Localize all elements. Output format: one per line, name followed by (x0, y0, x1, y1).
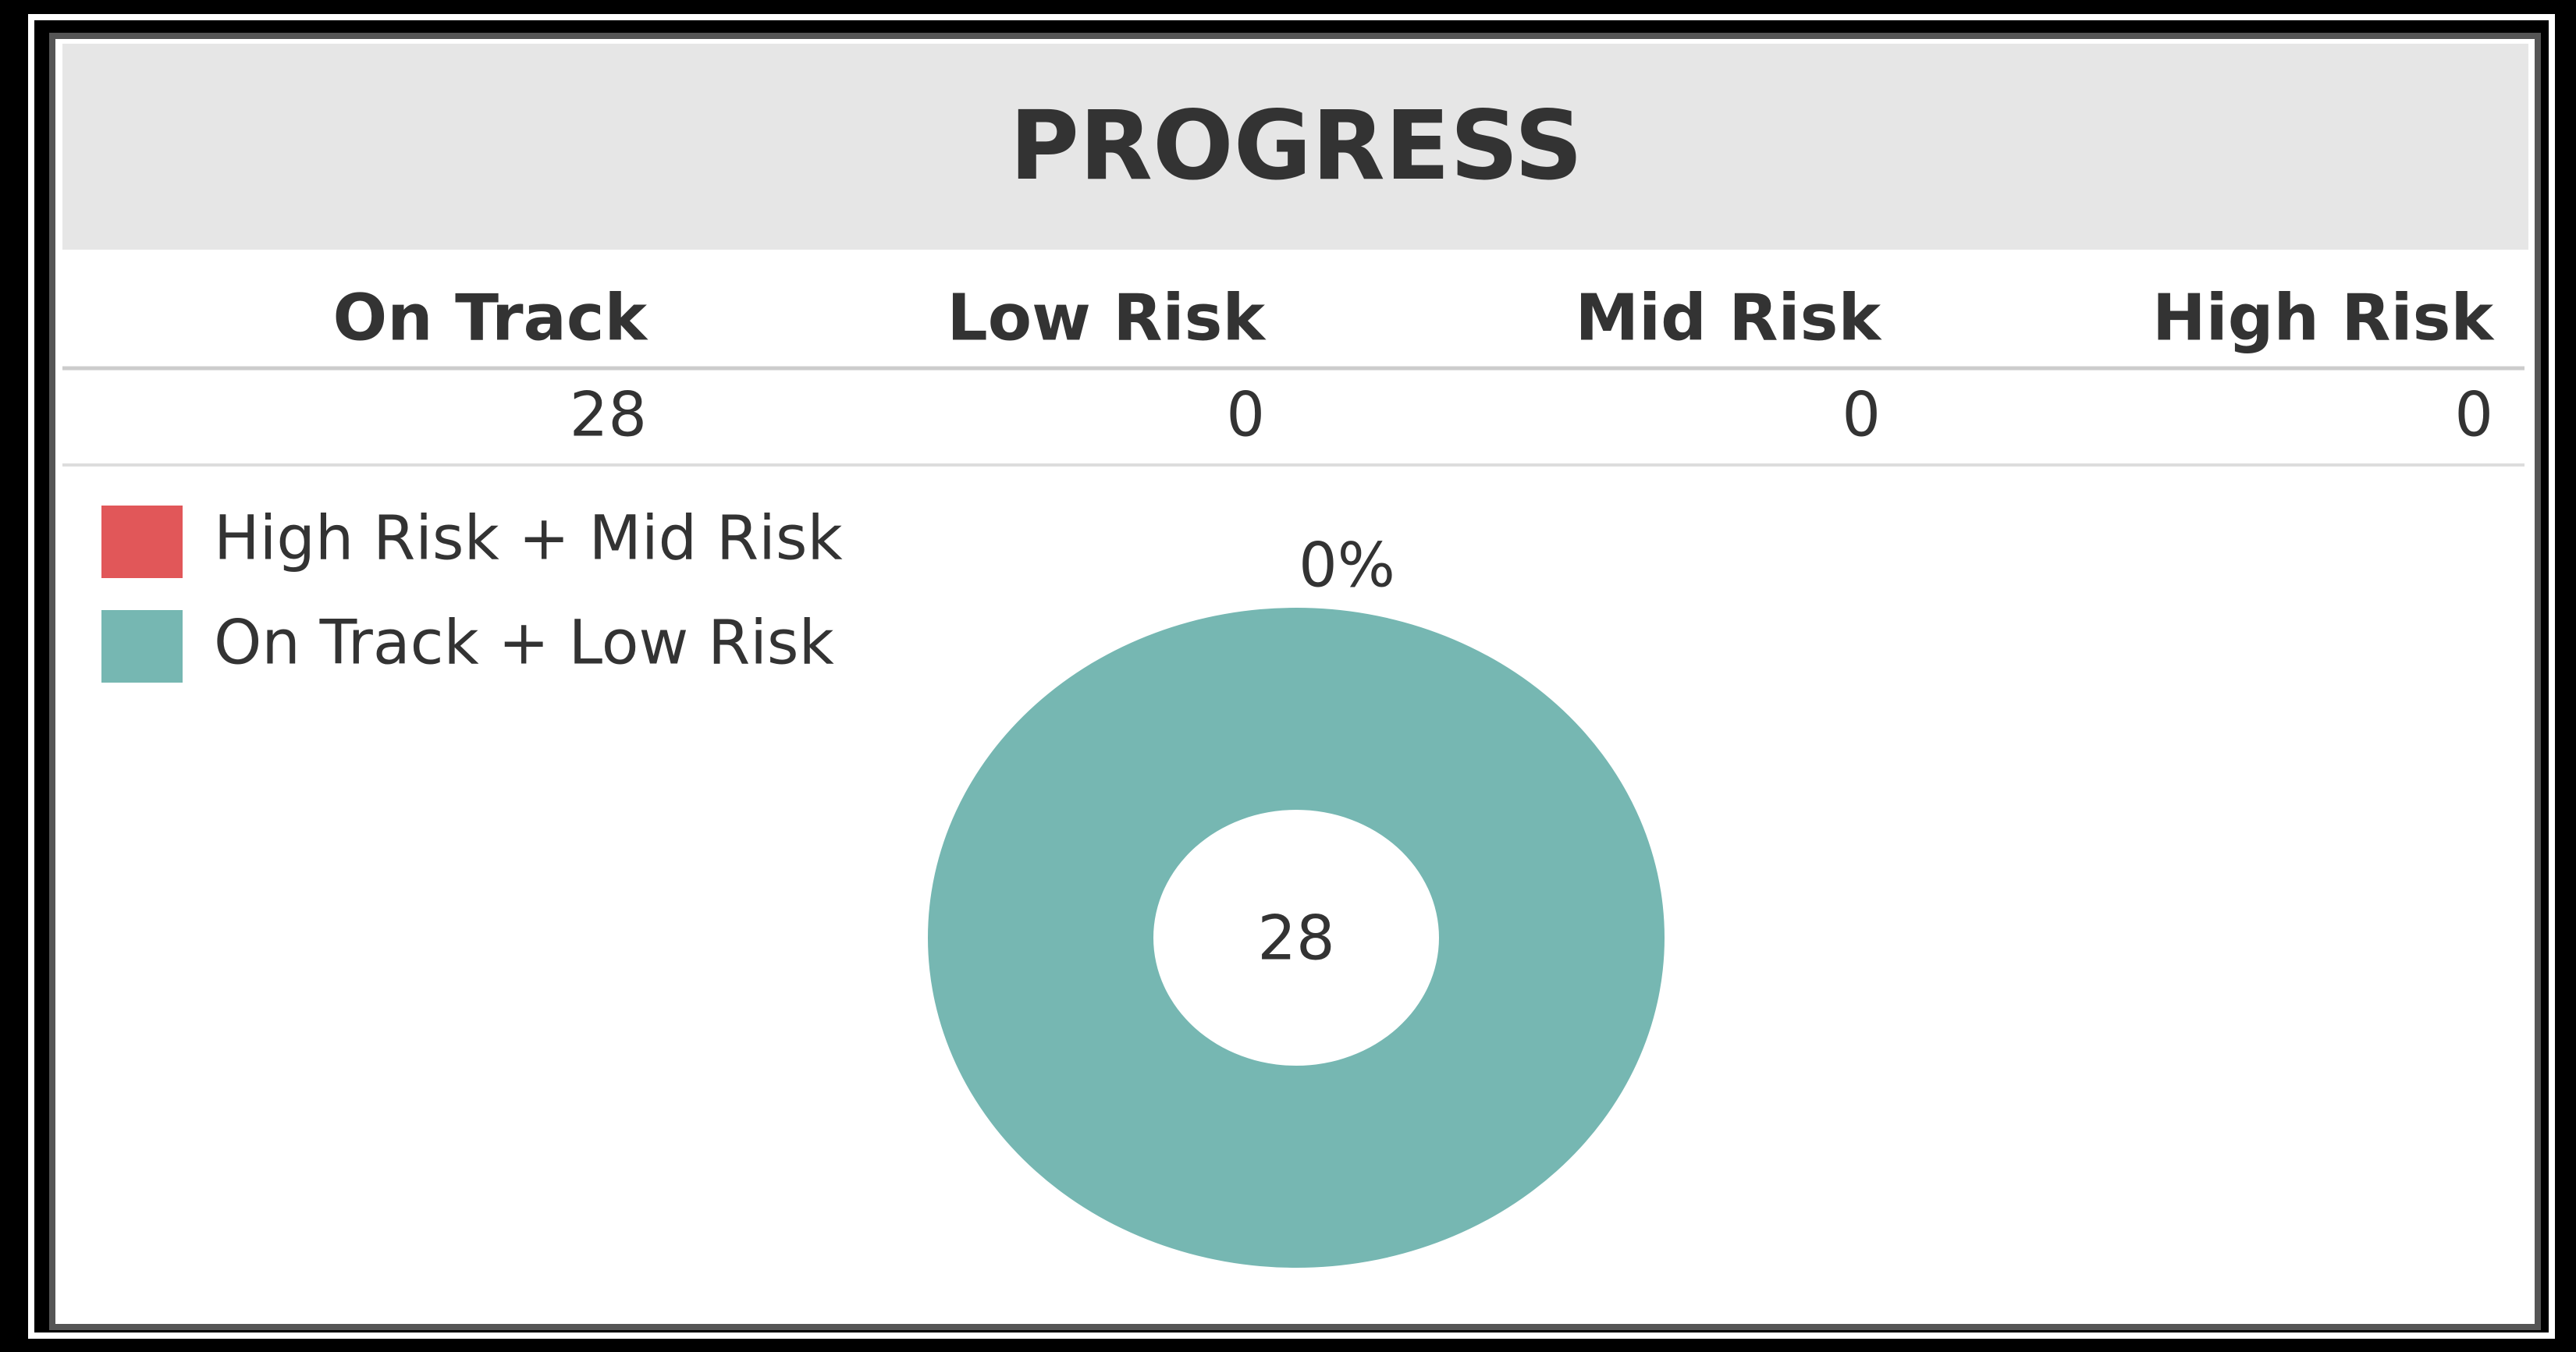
legend-label: On Track + Low Risk (214, 608, 834, 678)
outer-frame (28, 14, 2555, 1339)
column-header: Mid Risk (1575, 281, 1882, 355)
column-header: Low Risk (947, 281, 1267, 355)
donut-chart: 0% 28 (928, 531, 1665, 1268)
cell: 0 (2454, 380, 2493, 450)
center-label: 28 (1257, 903, 1334, 974)
header-band (62, 44, 2528, 250)
title: PROGRESS (1010, 90, 1583, 201)
cell: 0 (1842, 380, 1881, 450)
donut-slice (928, 608, 1665, 1268)
legend-swatch (101, 506, 183, 578)
column-header: On Track (333, 281, 649, 355)
slice-label: 0% (1299, 531, 1395, 601)
cell: 0 (1226, 380, 1265, 450)
cell: 28 (570, 380, 647, 450)
legend-label: High Risk + Mid Risk (214, 503, 843, 573)
column-header: High Risk (2152, 281, 2495, 355)
table: On Track Low Risk Mid Risk High Risk 28 0 0 0 (333, 281, 2496, 450)
legend: High Risk + Mid Risk On Track + Low Risk (101, 503, 843, 683)
legend-swatch (101, 610, 183, 683)
